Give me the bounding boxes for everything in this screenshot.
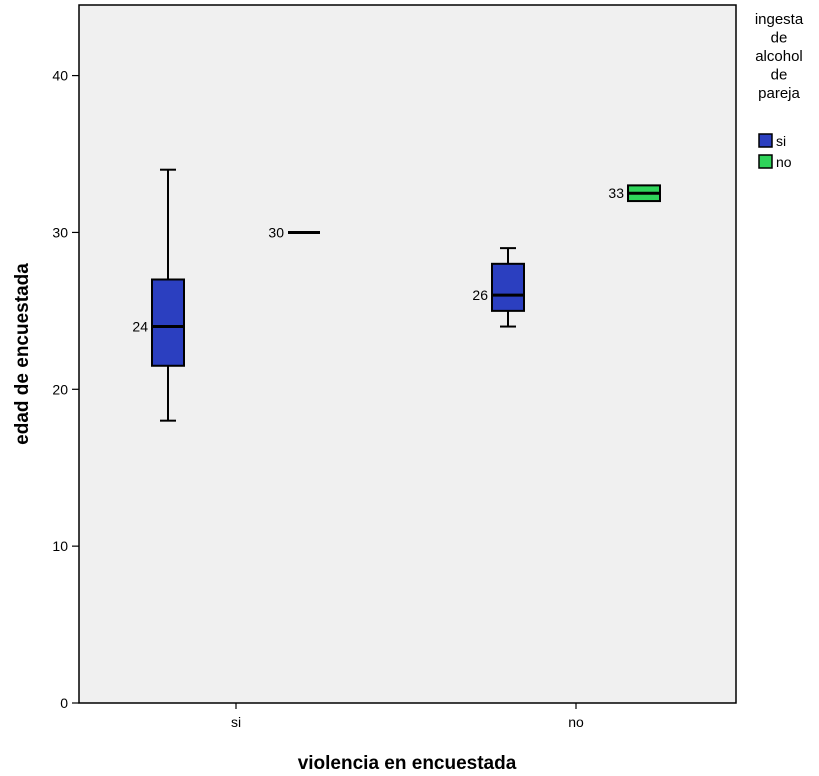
box-body: [491, 262, 525, 312]
box-no-si: 30: [268, 224, 320, 240]
y-tick-label: 40: [52, 68, 68, 84]
legend-label-si: si: [776, 133, 786, 149]
y-axis: 0 10 20 30 40: [52, 68, 79, 711]
x-tick-label: si: [231, 714, 241, 730]
y-tick-label: 30: [52, 224, 68, 240]
median-label: 33: [608, 185, 624, 201]
legend-title-line: ingesta: [755, 11, 804, 28]
legend-title-line: alcohol: [755, 48, 803, 65]
y-tick-label: 10: [52, 538, 68, 554]
plot-area: [78, 4, 737, 704]
x-axis: si no: [231, 703, 584, 730]
legend-swatch-si: [758, 133, 773, 148]
median-label: 26: [472, 287, 488, 303]
x-tick-label: no: [568, 714, 584, 730]
box-si-no: 26: [472, 247, 525, 328]
box-body: [151, 278, 185, 367]
box-groups: 24 26 30 33: [132, 168, 661, 422]
y-axis-title: edad de encuestada: [12, 263, 33, 445]
legend-title-line: de: [771, 30, 788, 47]
box-si-si: 24: [132, 168, 185, 422]
legend-label-no: no: [776, 154, 792, 170]
legend-swatch-no: [758, 154, 773, 169]
legend-title-line: de: [771, 67, 788, 84]
y-tick-label: 20: [52, 381, 68, 397]
median-label: 24: [132, 319, 148, 335]
x-axis-title: violencia en encuestada: [298, 753, 517, 774]
y-tick-label: 0: [60, 695, 68, 711]
median-label: 30: [268, 224, 284, 240]
legend-title-line: pareja: [758, 85, 800, 102]
box-no-no: 33: [608, 184, 661, 203]
